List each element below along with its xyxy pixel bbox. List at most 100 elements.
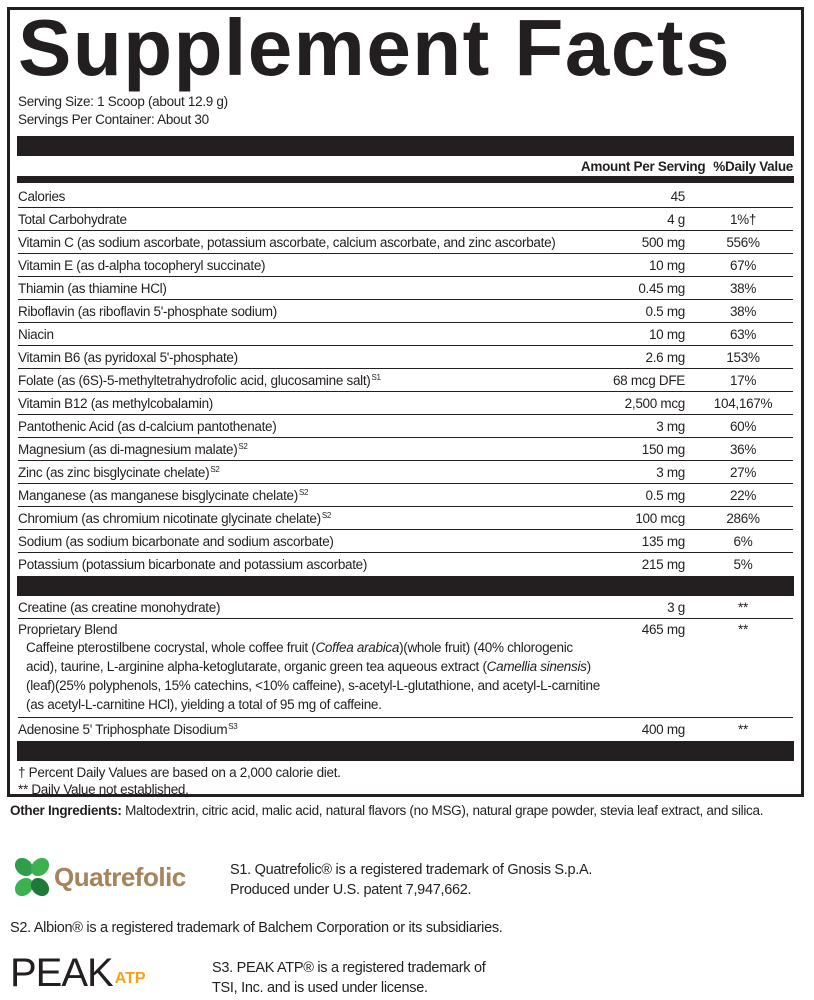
panel-title: Supplement Facts [18,3,732,92]
nutrient-amount: 0.45 mg [638,280,685,296]
nutrient-name: Pantothenic Acid (as d-calcium pantothen… [18,418,277,434]
nutrient-dv: 556% [726,234,760,250]
nutrient-amount: 10 mg [648,257,685,273]
nutrient-name: Total Carbohydrate [18,211,127,227]
nutrient-name: Magnesium (as di-magnesium malate)S2 [18,441,248,457]
nutrient-name: Vitamin C (as sodium ascorbate, potassiu… [18,234,556,250]
footnote: ** Daily Value not established. [18,782,189,797]
nutrient-amount: 2.6 mg [645,349,686,365]
nutrient-amount: 500 mg [641,234,686,250]
nutrient-name: Calories [18,188,66,204]
nutrient-row: Magnesium (as di-magnesium malate)S2 150 … [18,438,793,461]
serving-size: Serving Size: 1 Scoop (about 12.9 g) [18,94,228,109]
nutrient-row: Niacin 10 mg 63% [18,323,793,346]
nutrient-name: Sodium (as sodium bicarbonate and sodium… [18,533,334,549]
nutrient-name: Vitamin B6 (as pyridoxal 5'-phosphate) [18,349,238,365]
nutrient-dv: ** [738,722,748,737]
nutrient-dv: 63% [729,326,757,342]
nutrient-amount: 135 mg [641,533,686,549]
nutrient-dv: 286% [726,510,760,526]
nutrient-dv: 38% [729,303,757,319]
nutrient-dv: 1%† [729,211,757,227]
nutrient-row: Vitamin E (as d-alpha tocopheryl succina… [18,254,793,277]
column-header: Amount Per Serving %Daily Value [18,156,793,176]
nutrient-amount: 10 mg [648,326,685,342]
nutrient-amount: 100 mcg [635,510,685,526]
blend-name: Proprietary Blend [18,622,118,637]
nutrient-dv: 27% [729,464,757,480]
nutrient-name: Zinc (as zinc bisglycinate chelate)S2 [18,464,220,480]
nutrient-amount: 3 g [667,599,685,615]
amount-header: Amount Per Serving [580,158,706,174]
nutrient-row: Sodium (as sodium bicarbonate and sodium… [18,530,793,553]
nutrient-name: Folate (as (6S)-5-methyltetrahydrofolic … [18,372,381,388]
dv-header: %Daily Value [713,158,793,174]
blend-description: Caffeine pterostilbene cocrystal, whole … [26,640,600,712]
proprietary-blend: Proprietary Blend 465 mg ** Caffeine pte… [18,619,793,718]
nutrient-row: Zinc (as zinc bisglycinate chelate)S2 3 m… [18,461,793,484]
divider-thick [17,176,794,183]
peak-atp-logo: PEAK ATP [10,951,146,995]
nutrient-amount: 3 mg [656,418,685,434]
nutrient-name: Manganese (as manganese bisglycinate che… [18,487,309,503]
nutrient-row: Chromium (as chromium nicotinate glycina… [18,507,793,530]
nutrient-amount: 0.5 mg [645,487,686,503]
nutrient-row: Riboflavin (as riboflavin 5'-phosphate s… [18,300,793,323]
note-s2: S2. Albion® is a registered trademark of… [10,920,503,936]
nutrient-amount: 2,500 mcg [624,395,686,411]
nutrient-dv: 153% [726,349,760,365]
divider-bar [17,136,794,156]
nutrient-name: Thiamin (as thiamine HCl) [18,280,167,296]
nutrient-dv: 104,167% [713,395,773,411]
nutrient-row: Vitamin B12 (as methylcobalamin) 2,500 mc… [18,392,793,415]
nutrient-dv: 36% [729,441,757,457]
atp-row: Adenosine 5' Triphosphate DisodiumS3 400… [18,718,793,741]
nutrient-row: Folate (as (6S)-5-methyltetrahydrofolic … [18,369,793,392]
nutrient-dv: 5% [733,557,753,572]
nutrient-row: Pantothenic Acid (as d-calcium pantothen… [18,415,793,438]
nutrient-row: Vitamin C (as sodium ascorbate, potassiu… [18,231,793,254]
nutrient-amount: 150 mg [641,441,686,457]
nutrient-dv: 67% [729,257,757,273]
nutrient-amount: 400 mg [641,722,686,737]
quatrefolic-logo: Quatrefolic [10,855,186,899]
nutrient-amount: 45 [670,188,686,204]
nutrient-row: Total Carbohydrate 4 g 1%† [18,208,793,231]
blend-amount: 465 mg [641,622,686,637]
nutrient-row: Calories 45 [18,185,793,208]
nutrient-amount: 0.5 mg [645,303,686,319]
nutrient-name: Potassium (potassium bicarbonate and pot… [18,557,368,572]
nutrient-dv: 38% [729,280,757,296]
other-ingredients: Other Ingredients: Maltodextrin, citric … [10,803,764,818]
nutrient-row: Vitamin B6 (as pyridoxal 5'-phosphate) 2.… [18,346,793,369]
note-s3: S3. PEAK ATP® is a registered trademark … [212,960,486,996]
nutrient-name: Vitamin E (as d-alpha tocopheryl succina… [18,257,266,273]
nutrient-amount: 4 g [667,211,685,227]
nutrient-amount: 3 mg [656,464,685,480]
nutrient-name: Niacin [18,326,54,342]
nutrient-name: Creatine (as creatine monohydrate) [18,599,221,615]
nutrient-name: Riboflavin (as riboflavin 5'-phosphate s… [18,303,277,319]
divider-bar [17,741,794,761]
nutrient-amount: 215 mg [641,557,686,572]
nutrient-dv: ** [738,599,748,615]
nutrient-amount: 68 mcg DFE [612,372,685,388]
nutrient-row: Potassium (potassium bicarbonate and pot… [18,553,793,576]
divider-bar [17,576,794,596]
supplement-facts-panel: Supplement Facts Serving Size: 1 Scoop (… [7,7,804,797]
blend-dv: ** [738,622,748,637]
nutrient-dv: 60% [729,418,757,434]
nutrient-dv: 22% [729,487,757,503]
footnote: † Percent Daily Values are based on a 2,… [18,765,341,780]
clover-icon [14,857,50,897]
note-s1: S1. Quatrefolic® is a registered tradema… [230,862,593,898]
nutrient-row: Thiamin (as thiamine HCl) 0.45 mg 38% [18,277,793,300]
nutrient-dv: 17% [729,372,757,388]
nutrient-name: Adenosine 5' Triphosphate DisodiumS3 [18,722,238,737]
nutrient-row: Manganese (as manganese bisglycinate che… [18,484,793,507]
nutrient-name: Vitamin B12 (as methylcobalamin) [18,395,213,411]
nutrient-dv: 6% [733,533,753,549]
servings-per-container: Servings Per Container: About 30 [18,112,209,127]
nutrient-list: Calories 45 Total Carbohydrate 4 g 1%† Vitami… [18,185,793,576]
creatine-row: Creatine (as creatine monohydrate) 3 g *… [18,596,793,619]
